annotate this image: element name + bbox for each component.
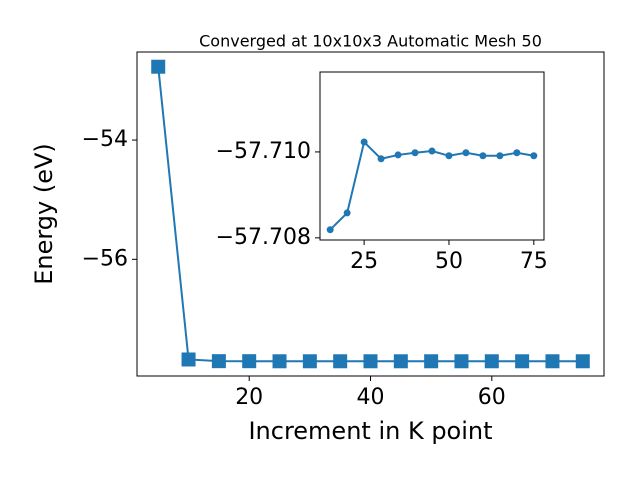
- marker: [454, 354, 469, 369]
- x-tick-label: 75: [520, 249, 548, 274]
- marker: [272, 354, 287, 369]
- y-tick-label: −56: [82, 246, 128, 271]
- x-tick-label: 20: [235, 385, 263, 410]
- marker: [479, 152, 487, 160]
- y-tick-label: −57.708: [216, 225, 311, 250]
- y-tick-label: −54: [82, 127, 128, 152]
- marker: [211, 354, 226, 369]
- marker: [151, 59, 166, 74]
- marker: [181, 352, 196, 367]
- x-axis-label: Increment in K point: [248, 417, 492, 445]
- marker: [530, 152, 538, 160]
- marker: [302, 354, 317, 369]
- x-tick-label: 40: [357, 385, 385, 410]
- chart-title: Converged at 10x10x3 Automatic Mesh 50: [199, 32, 542, 51]
- marker: [545, 354, 560, 369]
- marker: [484, 354, 499, 369]
- x-tick-label: 60: [478, 385, 506, 410]
- marker: [496, 152, 504, 160]
- plot-area: [319, 71, 545, 241]
- marker: [363, 354, 378, 369]
- y-axis-label: Energy (eV): [30, 143, 58, 285]
- marker: [445, 152, 453, 160]
- marker: [575, 354, 590, 369]
- marker: [462, 149, 470, 157]
- x-tick-label: 50: [435, 249, 463, 274]
- marker: [411, 149, 419, 157]
- marker: [515, 354, 530, 369]
- marker: [394, 151, 402, 159]
- marker: [333, 354, 348, 369]
- y-tick-label: −57.710: [216, 139, 311, 164]
- x-tick-label: 25: [350, 249, 378, 274]
- marker: [424, 354, 439, 369]
- marker: [393, 354, 408, 369]
- marker: [360, 138, 368, 146]
- marker: [326, 226, 334, 234]
- marker: [242, 354, 257, 369]
- marker: [513, 149, 521, 157]
- marker: [377, 155, 385, 163]
- marker: [428, 147, 436, 155]
- marker: [343, 209, 351, 217]
